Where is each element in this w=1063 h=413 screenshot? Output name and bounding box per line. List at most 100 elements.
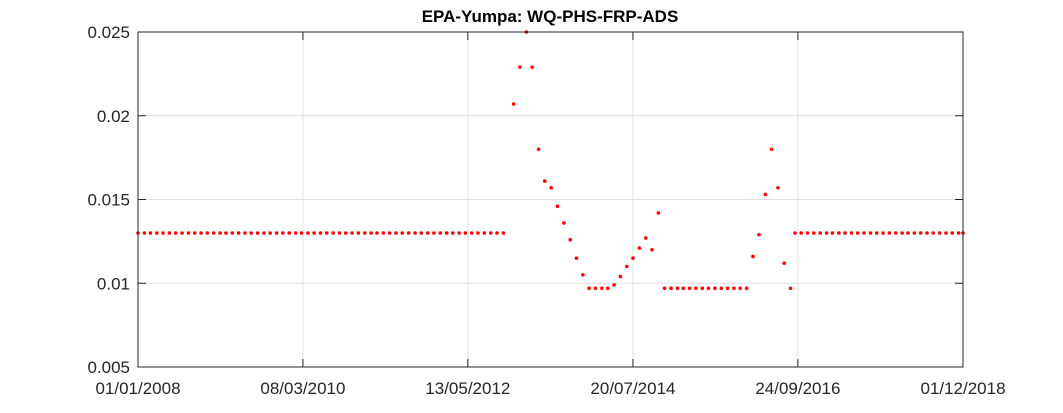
data-point xyxy=(543,179,547,183)
data-point xyxy=(719,286,724,291)
data-point xyxy=(306,231,310,235)
data-point xyxy=(763,192,768,197)
data-point xyxy=(843,231,847,235)
data-point xyxy=(211,231,216,235)
data-point xyxy=(555,204,560,208)
y-tick-label: 0.025 xyxy=(87,23,130,42)
data-point xyxy=(818,231,823,235)
data-point xyxy=(881,231,885,235)
data-point xyxy=(199,231,203,235)
data-point xyxy=(849,231,854,235)
data-point xyxy=(205,231,210,235)
data-point xyxy=(788,286,793,291)
data-point xyxy=(343,231,348,235)
data-point xyxy=(186,231,191,235)
data-point xyxy=(337,231,342,235)
data-point xyxy=(495,231,499,235)
x-tick-label: 13/05/2012 xyxy=(425,379,510,398)
data-point xyxy=(476,231,480,235)
data-point xyxy=(192,231,197,235)
data-point xyxy=(956,231,961,235)
data-point xyxy=(224,231,228,235)
data-point xyxy=(738,286,742,291)
y-tick-label: 0.01 xyxy=(97,274,130,293)
x-tick-label: 08/03/2010 xyxy=(260,379,345,398)
data-point xyxy=(681,286,686,291)
x-tick-label: 20/07/2014 xyxy=(590,379,675,398)
data-point xyxy=(799,231,803,235)
data-point xyxy=(669,286,673,291)
data-point xyxy=(362,231,367,235)
data-point xyxy=(406,231,411,235)
data-point xyxy=(281,231,285,235)
data-point xyxy=(776,185,780,190)
data-point xyxy=(600,286,604,291)
data-point xyxy=(218,231,222,235)
data-point xyxy=(324,231,329,235)
data-point xyxy=(662,286,667,291)
data-point xyxy=(637,246,642,250)
data-point xyxy=(624,264,629,269)
data-point xyxy=(725,286,730,291)
x-tick-label: 24/09/2016 xyxy=(755,379,840,398)
data-point xyxy=(830,231,835,235)
data-point xyxy=(530,65,534,69)
data-point xyxy=(931,231,935,235)
data-point xyxy=(562,221,566,225)
data-point xyxy=(713,286,717,291)
data-point xyxy=(318,231,323,235)
x-tick-label: 01/12/2018 xyxy=(920,379,1005,398)
data-point xyxy=(425,231,430,235)
data-point xyxy=(381,231,386,235)
data-point xyxy=(274,231,279,235)
data-point xyxy=(167,231,172,235)
data-point xyxy=(706,286,711,291)
data-point xyxy=(887,231,892,235)
data-point xyxy=(489,231,493,235)
data-point xyxy=(438,231,443,235)
data-point xyxy=(687,286,692,291)
data-point xyxy=(287,231,292,235)
data-point xyxy=(501,231,506,235)
data-point xyxy=(293,231,298,235)
data-points xyxy=(136,30,965,291)
data-point xyxy=(463,231,468,235)
data-point xyxy=(375,231,379,235)
data-point xyxy=(255,231,260,235)
data-point xyxy=(173,231,178,235)
data-point xyxy=(268,231,273,235)
data-point xyxy=(549,185,554,190)
data-point xyxy=(142,231,147,235)
data-point xyxy=(148,231,153,235)
data-point xyxy=(732,286,736,291)
data-point xyxy=(893,231,898,235)
data-point xyxy=(605,286,610,291)
data-point xyxy=(643,236,648,240)
data-point xyxy=(444,231,449,235)
data-point xyxy=(413,231,417,235)
data-point xyxy=(812,231,816,235)
data-point xyxy=(419,231,424,235)
data-point xyxy=(631,256,635,260)
y-tick-label: 0.015 xyxy=(87,191,130,210)
data-point xyxy=(312,231,316,235)
data-point xyxy=(593,286,598,291)
data-point xyxy=(793,231,797,235)
data-point xyxy=(694,286,698,291)
data-point xyxy=(744,286,749,291)
chart-title: EPA-Yumpa: WQ-PHS-FRP-ADS xyxy=(422,7,679,26)
data-point xyxy=(568,237,573,242)
data-point xyxy=(805,231,810,235)
data-point xyxy=(868,231,873,235)
data-point xyxy=(394,231,398,235)
data-point xyxy=(769,147,774,152)
data-point xyxy=(874,231,879,235)
data-point xyxy=(837,231,841,235)
data-point xyxy=(675,286,680,291)
data-point xyxy=(925,231,929,235)
data-point xyxy=(457,231,461,235)
data-point xyxy=(350,231,354,235)
data-point xyxy=(587,286,591,291)
data-point xyxy=(782,261,787,265)
